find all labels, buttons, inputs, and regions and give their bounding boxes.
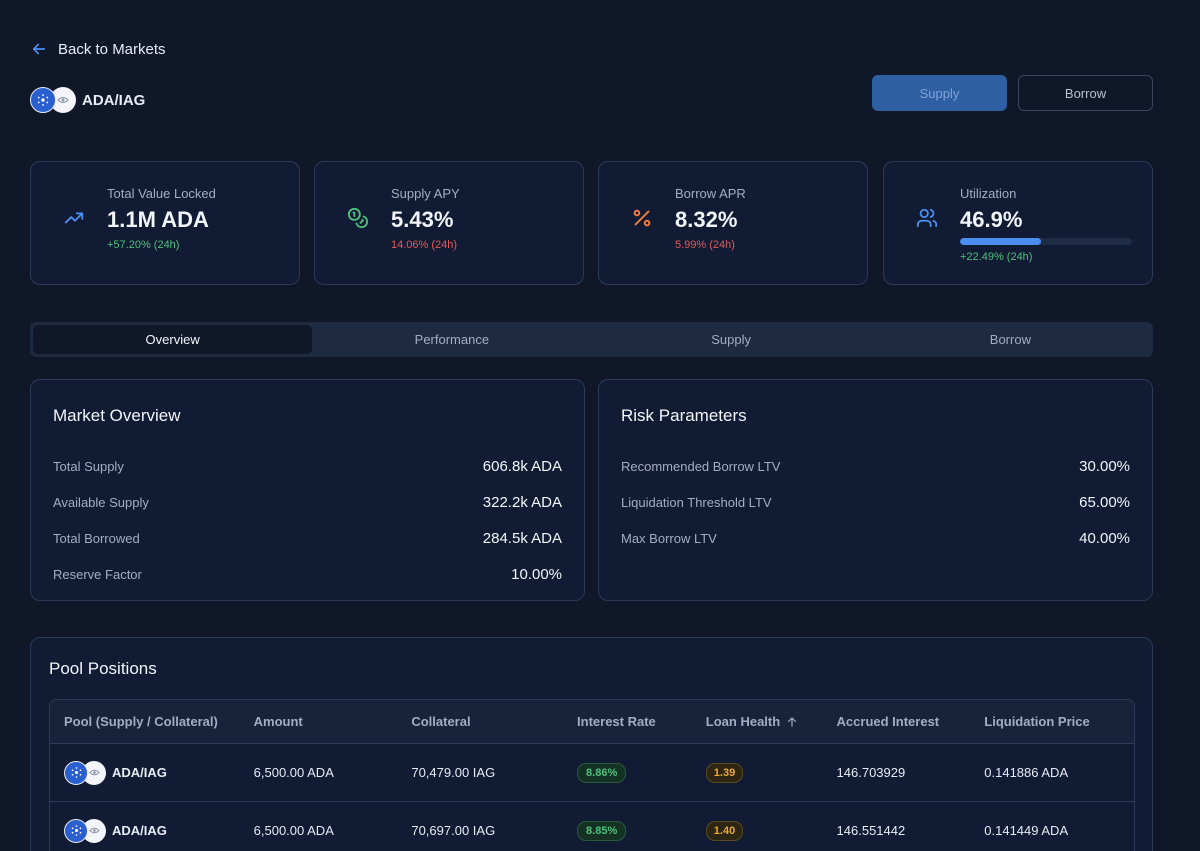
utilization-delta: +22.49% (24h) bbox=[960, 251, 1033, 263]
collateral-cell: 70,697.00 IAG bbox=[411, 823, 496, 838]
pool-cell: ADA/IAG bbox=[50, 760, 254, 785]
column-header-pool[interactable]: Pool (Supply / Collateral) bbox=[64, 714, 218, 729]
overview-row: Available Supply 322.2k ADA bbox=[53, 484, 562, 520]
table-row[interactable]: ADA/IAG 6,500.00 ADA 70,697.00 IAG 8.85%… bbox=[50, 802, 1134, 851]
overview-row-value: 10.00% bbox=[511, 565, 562, 583]
amount-cell: 6,500.00 ADA bbox=[253, 823, 334, 838]
overview-row: Total Supply 606.8k ADA bbox=[53, 448, 562, 484]
column-header-collateral[interactable]: Collateral bbox=[411, 714, 471, 729]
risk-parameters-panel: Risk Parameters Recommended Borrow LTV 3… bbox=[598, 379, 1153, 601]
overview-row-label: Total Supply bbox=[53, 458, 124, 474]
utilization-title: Utilization bbox=[960, 186, 1017, 201]
borrow-apr-card: Borrow APR 8.32% 5.99% (24h) bbox=[598, 161, 868, 285]
coins-icon bbox=[347, 207, 368, 229]
market-overview-panel: Market Overview Total Supply 606.8k ADA … bbox=[30, 379, 585, 601]
liquidation-price-cell: 0.141886 ADA bbox=[984, 765, 1069, 780]
tvl-value: 1.1M ADA bbox=[107, 207, 209, 232]
loan-health-badge: 1.40 bbox=[705, 820, 744, 841]
loan-health-header-label: Loan Health bbox=[705, 714, 781, 729]
pool-cell: ADA/IAG bbox=[50, 818, 254, 843]
iag-token-icon bbox=[82, 760, 106, 785]
column-header-accrued-interest[interactable]: Accrued Interest bbox=[836, 714, 940, 729]
back-to-markets-link[interactable]: Back to Markets bbox=[30, 40, 166, 58]
borrow-apr-delta: 5.99% (24h) bbox=[675, 239, 735, 251]
utilization-progress-fill bbox=[960, 238, 1041, 245]
overview-row-label: Available Supply bbox=[53, 494, 149, 510]
risk-row-label: Liquidation Threshold LTV bbox=[621, 494, 772, 510]
market-tabs: Overview Performance Supply Borrow bbox=[30, 322, 1153, 357]
risk-row-label: Max Borrow LTV bbox=[621, 530, 717, 546]
interest-rate-cell: 8.86% bbox=[577, 762, 706, 783]
tab-supply[interactable]: Supply bbox=[711, 332, 751, 347]
overview-row-value: 606.8k ADA bbox=[482, 457, 562, 475]
overview-row-label: Reserve Factor bbox=[53, 566, 142, 582]
arrow-left-icon bbox=[32, 43, 46, 55]
tab-overview[interactable]: Overview bbox=[33, 325, 313, 354]
overview-row: Reserve Factor 10.00% bbox=[53, 556, 562, 592]
percent-icon bbox=[633, 209, 651, 227]
utilization-card: Utilization 46.9% +22.49% (24h) bbox=[883, 161, 1153, 285]
tvl-delta: +57.20% (24h) bbox=[107, 239, 180, 251]
pool-positions-panel: Pool Positions Pool (Supply / Collateral… bbox=[30, 637, 1153, 851]
loan-health-cell: 1.39 bbox=[705, 762, 837, 783]
sort-ascending-icon bbox=[788, 716, 797, 727]
risk-parameters-title: Risk Parameters bbox=[621, 406, 747, 425]
column-header-amount[interactable]: Amount bbox=[253, 714, 303, 729]
interest-rate-badge: 8.86% bbox=[577, 762, 627, 783]
risk-row-value: 30.00% bbox=[1079, 457, 1130, 475]
users-icon bbox=[916, 208, 938, 228]
amount-cell: 6,500.00 ADA bbox=[253, 765, 334, 780]
risk-row: Liquidation Threshold LTV 65.00% bbox=[621, 484, 1130, 520]
pool-pair-label: ADA/IAG bbox=[112, 765, 167, 780]
market-overview-title: Market Overview bbox=[53, 406, 181, 425]
column-header-loan-health[interactable]: Loan Health bbox=[706, 714, 837, 729]
borrow-apr-value: 8.32% bbox=[675, 207, 738, 232]
pool-pair-label: ADA/IAG bbox=[112, 823, 167, 838]
pool-positions-table: Pool (Supply / Collateral) Amount Collat… bbox=[49, 699, 1135, 851]
supply-apy-value: 5.43% bbox=[391, 207, 454, 232]
loan-health-badge: 1.39 bbox=[705, 762, 744, 783]
ada-token-icon bbox=[64, 818, 88, 843]
interest-rate-cell: 8.85% bbox=[577, 820, 706, 841]
overview-row-value: 284.5k ADA bbox=[482, 529, 562, 547]
table-row[interactable]: ADA/IAG 6,500.00 ADA 70,479.00 IAG 8.86%… bbox=[50, 744, 1134, 802]
table-header: Pool (Supply / Collateral) Amount Collat… bbox=[50, 700, 1134, 744]
risk-row: Max Borrow LTV 40.00% bbox=[621, 520, 1130, 556]
back-label: Back to Markets bbox=[58, 40, 166, 58]
supply-apy-card: Supply APY 5.43% 14.06% (24h) bbox=[314, 161, 584, 285]
risk-row: Recommended Borrow LTV 30.00% bbox=[621, 448, 1130, 484]
accrued-interest-cell: 146.703929 bbox=[836, 765, 906, 780]
tvl-card: Total Value Locked 1.1M ADA +57.20% (24h… bbox=[30, 161, 300, 285]
column-header-interest-rate[interactable]: Interest Rate bbox=[577, 714, 656, 729]
collateral-cell: 70,479.00 IAG bbox=[411, 765, 496, 780]
overview-row-label: Total Borrowed bbox=[53, 530, 140, 546]
borrow-apr-title: Borrow APR bbox=[675, 186, 746, 201]
utilization-progress-bar bbox=[960, 238, 1132, 245]
overview-row-value: 322.2k ADA bbox=[482, 493, 562, 511]
tab-borrow[interactable]: Borrow bbox=[989, 332, 1031, 347]
interest-rate-badge: 8.85% bbox=[577, 820, 627, 841]
risk-row-value: 40.00% bbox=[1079, 529, 1130, 547]
ada-token-icon bbox=[30, 87, 56, 113]
supply-apy-delta: 14.06% (24h) bbox=[391, 239, 458, 251]
tvl-title: Total Value Locked bbox=[107, 186, 216, 201]
supply-apy-title: Supply APY bbox=[391, 186, 460, 201]
supply-button[interactable]: Supply bbox=[872, 75, 1007, 111]
trending-up-icon bbox=[64, 212, 84, 224]
liquidation-price-cell: 0.141449 ADA bbox=[984, 823, 1069, 838]
ada-token-icon bbox=[64, 760, 88, 785]
market-pair-label: ADA/IAG bbox=[82, 91, 146, 109]
column-header-liquidation-price[interactable]: Liquidation Price bbox=[984, 714, 1090, 729]
overview-row: Total Borrowed 284.5k ADA bbox=[53, 520, 562, 556]
pool-positions-title: Pool Positions bbox=[49, 659, 157, 678]
accrued-interest-cell: 146.551442 bbox=[836, 823, 906, 838]
risk-row-label: Recommended Borrow LTV bbox=[621, 458, 781, 474]
utilization-value: 46.9% bbox=[960, 207, 1023, 232]
loan-health-cell: 1.40 bbox=[705, 820, 837, 841]
borrow-button[interactable]: Borrow bbox=[1018, 75, 1153, 111]
market-pair-header: ADA/IAG bbox=[30, 87, 145, 113]
risk-row-value: 65.00% bbox=[1079, 493, 1130, 511]
tab-performance[interactable]: Performance bbox=[414, 332, 490, 347]
